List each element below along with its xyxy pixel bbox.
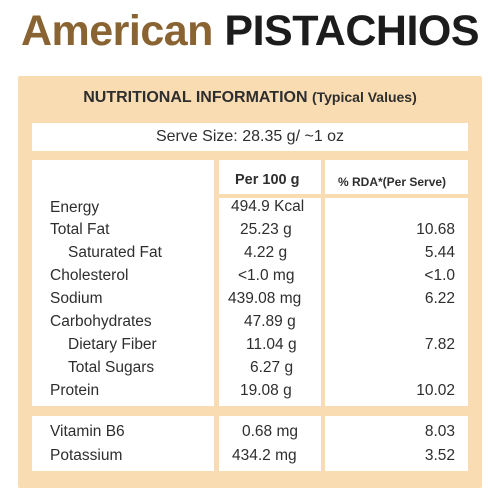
row-rda-protein: 10.02 [416,382,455,399]
row-label-cholesterol: Cholesterol [50,267,129,284]
brand-title: American PISTACHIOS [0,2,500,60]
row-rda-potassium: 3.52 [424,447,455,464]
serve-size-box [32,123,468,151]
row-per100-potassium: 434.2 mg [232,447,297,464]
row-per100-total-fat: 25.23 g [240,221,292,238]
vitamins-rda-box [325,416,468,471]
row-label-protein: Protein [50,382,100,399]
row-rda-total-fat: 10.68 [416,221,455,238]
brand-word-american: American [20,7,213,55]
row-rda-saturated-fat: 5.44 [424,244,455,261]
row-per100-energy: 494.9 Kcal [231,198,305,215]
brand-word-pistachios: PISTACHIOS [224,7,480,55]
row-label-potassium: Potassium [50,447,123,464]
per100-header-box [219,160,321,194]
row-label-total-sugars: Total Sugars [68,359,155,376]
row-label-sodium: Sodium [50,290,103,307]
row-rda-vitamin-b6: 8.03 [424,423,455,440]
row-per100-carbohydrates: 47.89 g [244,313,296,330]
nutrition-subtitle: (Typical Values) [311,89,417,105]
row-rda-sodium: 6.22 [424,290,455,307]
row-label-energy: Energy [50,199,100,216]
vitamins-label-box [32,416,214,471]
serve-size: Serve Size: 28.35 g/ ~1 oz [155,128,345,145]
rda-column-box [325,198,468,406]
row-rda-cholesterol: <1.0 [424,267,455,284]
row-label-carbohydrates: Carbohydrates [50,313,152,330]
row-label-vitamin-b6: Vitamin B6 [50,423,125,440]
row-rda-dietary-fiber: 7.82 [424,336,455,353]
row-per100-saturated-fat: 4.22 g [244,244,288,261]
row-per100-total-sugars: 6.27 g [250,359,294,376]
row-per100-cholesterol: <1.0 mg [238,267,295,284]
row-label-total-fat: Total Fat [50,221,110,238]
header-per-100g: Per 100 g [235,172,300,188]
row-label-saturated-fat: Saturated Fat [68,244,162,261]
row-per100-dietary-fiber: 11.04 g [246,336,297,353]
row-per100-protein: 19.08 g [240,382,292,399]
header-rda: % RDA*(Per Serve) [338,175,447,189]
row-per100-vitamin-b6: 0.68 mg [242,423,299,440]
row-label-dietary-fiber: Dietary Fiber [68,336,157,353]
per100-column-box [219,198,321,406]
nutrition-heading: NUTRITIONAL INFORMATION (Typical Values) [18,89,482,107]
row-per100-sodium: 439.08 mg [228,290,302,307]
nutrition-title: NUTRITIONAL INFORMATION [83,89,308,106]
vitamins-per100-box [219,416,321,471]
label-column-box [32,160,214,406]
rda-header-box [325,160,468,194]
